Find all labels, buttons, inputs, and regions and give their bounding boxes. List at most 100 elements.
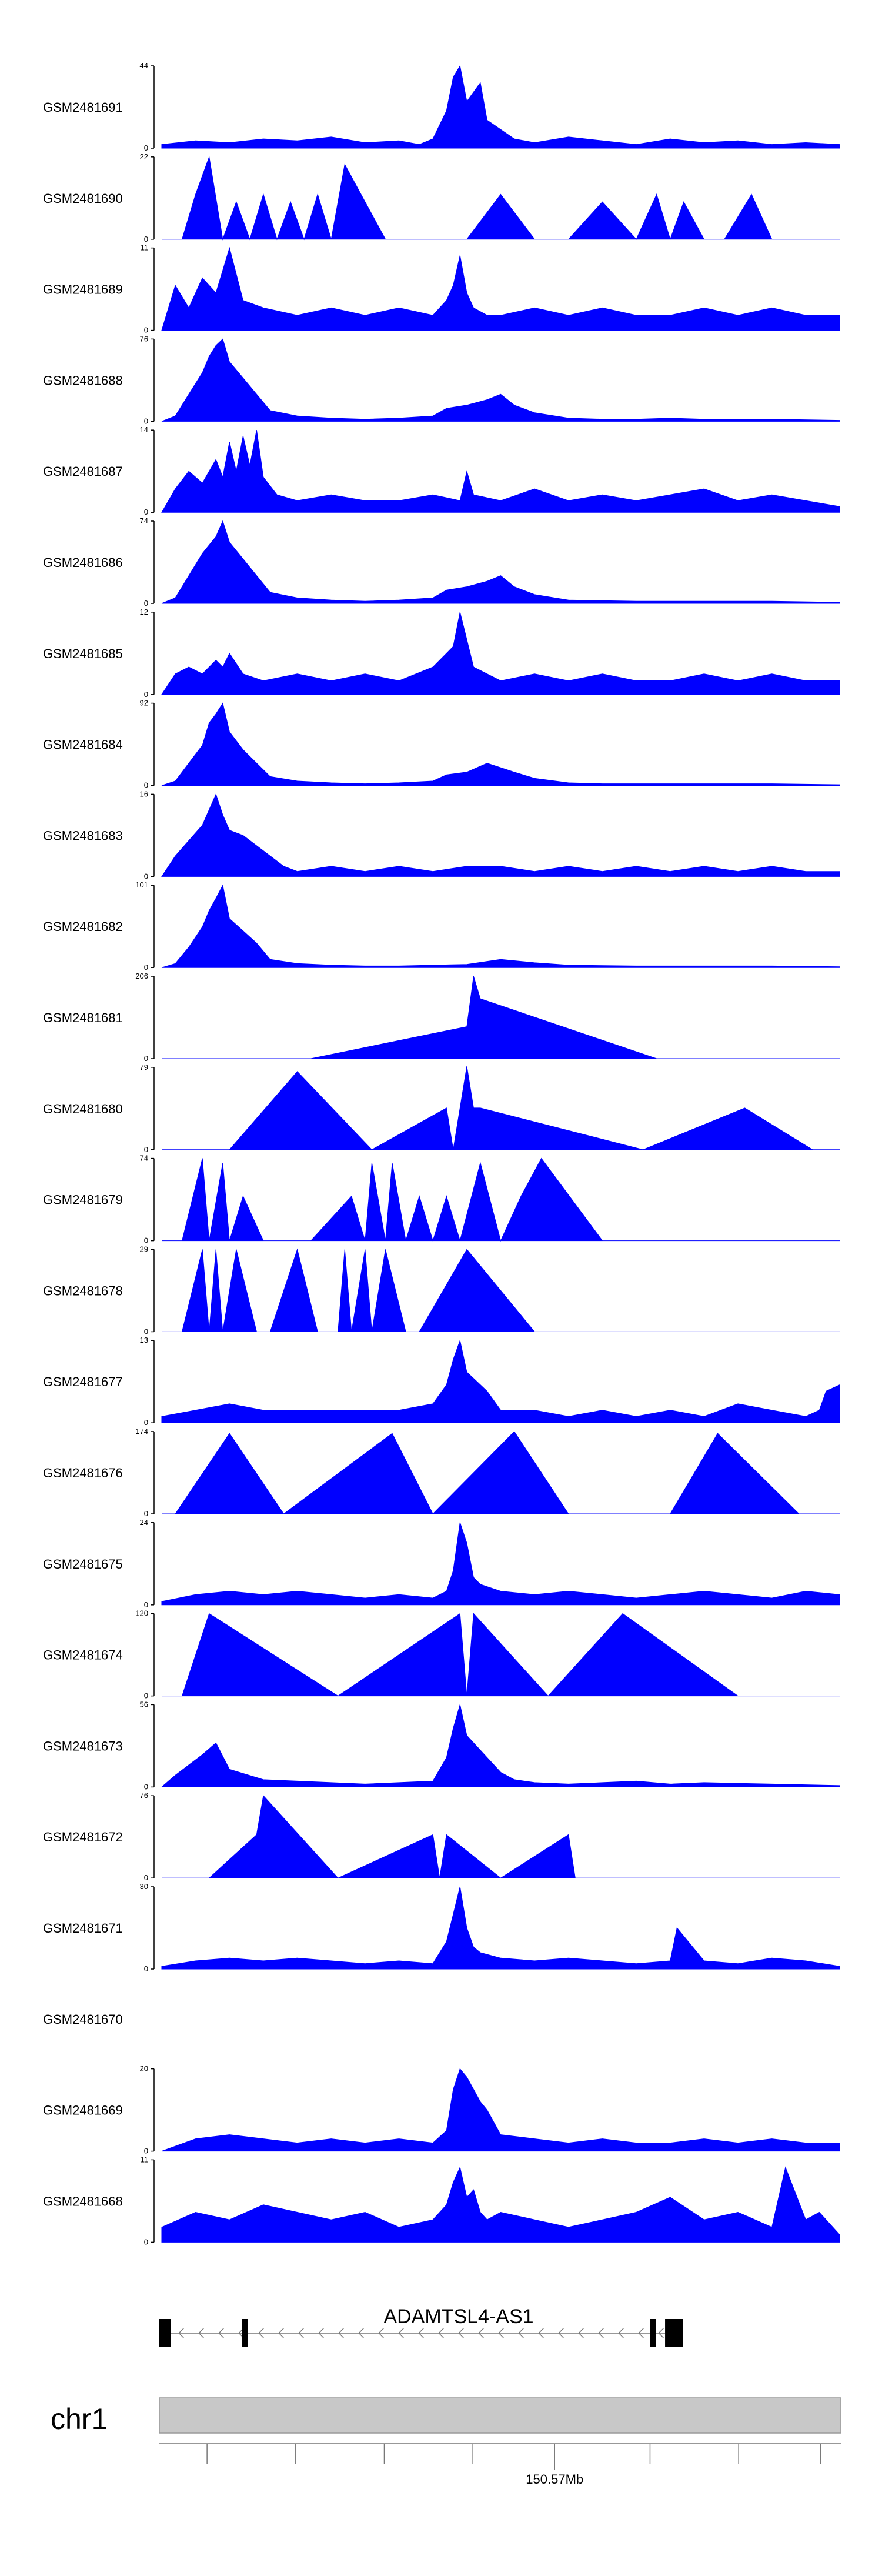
y-axis-zero-label: 0 [144, 2147, 148, 2155]
y-axis-zero-label: 0 [144, 235, 148, 243]
track-label: GSM2481672 [43, 1830, 123, 1844]
coverage-area [162, 1248, 840, 1332]
y-axis-max-label: 101 [135, 880, 148, 889]
track-label: GSM2481687 [43, 464, 123, 479]
track-GSM2481678: GSM2481678 29 0 [43, 1244, 840, 1336]
gene-track: ADAMTSL4-AS1 [159, 2305, 683, 2347]
y-axis-max-label: 13 [140, 1336, 148, 1344]
y-axis-max-label: 174 [135, 1427, 148, 1436]
y-axis-max-label: 206 [135, 972, 148, 980]
strand-arrow [418, 2328, 424, 2338]
y-axis-zero-label: 0 [144, 1327, 148, 1336]
coverage-area [161, 702, 840, 786]
axis-ticks [159, 2443, 841, 2470]
track-label: GSM2481668 [43, 2194, 123, 2208]
strand-arrow [438, 2328, 444, 2338]
coverage-area [161, 1886, 840, 1970]
y-axis-zero-label: 0 [144, 1509, 148, 1518]
track-label: GSM2481684 [43, 738, 123, 752]
y-axis-zero-label: 0 [144, 416, 148, 425]
coverage-area [161, 2068, 840, 2152]
y-axis-zero-label: 0 [144, 1691, 148, 1700]
y-axis-max-label: 92 [140, 699, 148, 708]
coverage-area [162, 155, 840, 241]
strand-arrow [378, 2328, 384, 2338]
y-axis-max-label: 16 [140, 789, 148, 798]
gene-label: ADAMTSL4-AS1 [383, 2305, 533, 2328]
y-axis-max-label: 120 [135, 1609, 148, 1618]
y-axis-zero-label: 0 [144, 1782, 148, 1791]
axis-tick-label: 150.57Mb [526, 2472, 583, 2487]
strand-arrow [618, 2328, 624, 2338]
y-axis-zero-label: 0 [144, 1418, 148, 1427]
strand-arrow [498, 2328, 504, 2338]
track-GSM2481672: GSM2481672 76 0 [43, 1791, 840, 1882]
y-axis-max-label: 76 [140, 1791, 148, 1800]
y-axis-zero-label: 0 [144, 1873, 148, 1882]
coverage-area [161, 1704, 840, 1787]
y-axis-zero-label: 0 [144, 2237, 148, 2246]
track-label: GSM2481688 [43, 373, 123, 388]
y-axis-zero-label: 0 [144, 781, 148, 790]
y-axis-zero-label: 0 [144, 1145, 148, 1154]
y-axis-max-label: 11 [141, 243, 149, 252]
gene-model [159, 2319, 683, 2347]
track-GSM2481676: GSM2481676 174 0 [43, 1427, 840, 1518]
track-GSM2481688: GSM2481688 76 0 [43, 334, 840, 425]
track-GSM2481690: GSM2481690 22 0 [43, 152, 840, 243]
strand-arrow [318, 2328, 324, 2338]
track-GSM2481671: GSM2481671 30 0 [43, 1882, 840, 1973]
track-GSM2481680: GSM2481680 79 0 [43, 1063, 840, 1154]
y-axis-zero-label: 0 [144, 599, 148, 608]
track-label: GSM2481686 [43, 555, 123, 570]
strand-arrow [358, 2328, 364, 2338]
genome-axis: chr1 150.57Mb [51, 2397, 841, 2487]
y-axis-max-label: 44 [140, 61, 148, 70]
coverage-area [162, 1613, 840, 1697]
coverage-area [162, 1795, 840, 1878]
strand-arrow [278, 2328, 284, 2338]
coverage-area [161, 884, 840, 968]
y-axis-max-label: 22 [140, 152, 148, 161]
y-axis-max-label: 74 [140, 516, 148, 525]
track-GSM2481677: GSM2481677 13 0 [43, 1336, 840, 1427]
coverage-area [161, 612, 840, 695]
strand-arrow [558, 2328, 564, 2338]
coverage-area [161, 338, 840, 422]
track-GSM2481687: GSM2481687 14 0 [43, 425, 840, 516]
gene-exon [242, 2319, 248, 2347]
track-GSM2481691: GSM2481691 44 0 [43, 61, 840, 152]
coverage-area [161, 2166, 840, 2243]
track-label: GSM2481691 [43, 100, 123, 115]
coverage-area [162, 976, 840, 1059]
gene-exon [665, 2319, 683, 2347]
y-axis-zero-label: 0 [144, 508, 148, 516]
track-label: GSM2481681 [43, 1010, 123, 1025]
coverage-area [161, 65, 840, 149]
y-axis-zero-label: 0 [144, 690, 148, 699]
y-axis-zero-label: 0 [144, 1964, 148, 1973]
track-label: GSM2481670 [43, 2012, 123, 2027]
coverage-area [161, 246, 840, 331]
strand-arrow [538, 2328, 544, 2338]
strand-arrow [518, 2328, 524, 2338]
strand-arrow [478, 2328, 484, 2338]
strand-arrow [178, 2328, 184, 2338]
coverage-area [162, 1066, 840, 1150]
track-GSM2481682: GSM2481682 101 0 [43, 880, 840, 972]
y-axis-zero-label: 0 [144, 872, 148, 880]
y-axis-max-label: 56 [140, 1700, 148, 1709]
y-axis-max-label: 11 [141, 2155, 149, 2164]
track-label: GSM2481674 [43, 1648, 123, 1663]
track-GSM2481675: GSM2481675 24 0 [43, 1518, 840, 1609]
gene-exon [159, 2319, 171, 2347]
coverage-area [162, 1157, 840, 1242]
track-label: GSM2481678 [43, 1283, 123, 1298]
track-GSM2481670: GSM2481670 [43, 2012, 123, 2027]
strand-arrow [458, 2328, 464, 2338]
coverage-tracks: GSM2481691440GSM2481690220GSM2481689110G… [43, 61, 840, 2246]
coverage-area [161, 430, 840, 513]
coverage-area [161, 1522, 840, 1606]
track-label: GSM2481669 [43, 2103, 123, 2118]
track-label: GSM2481689 [43, 282, 123, 297]
